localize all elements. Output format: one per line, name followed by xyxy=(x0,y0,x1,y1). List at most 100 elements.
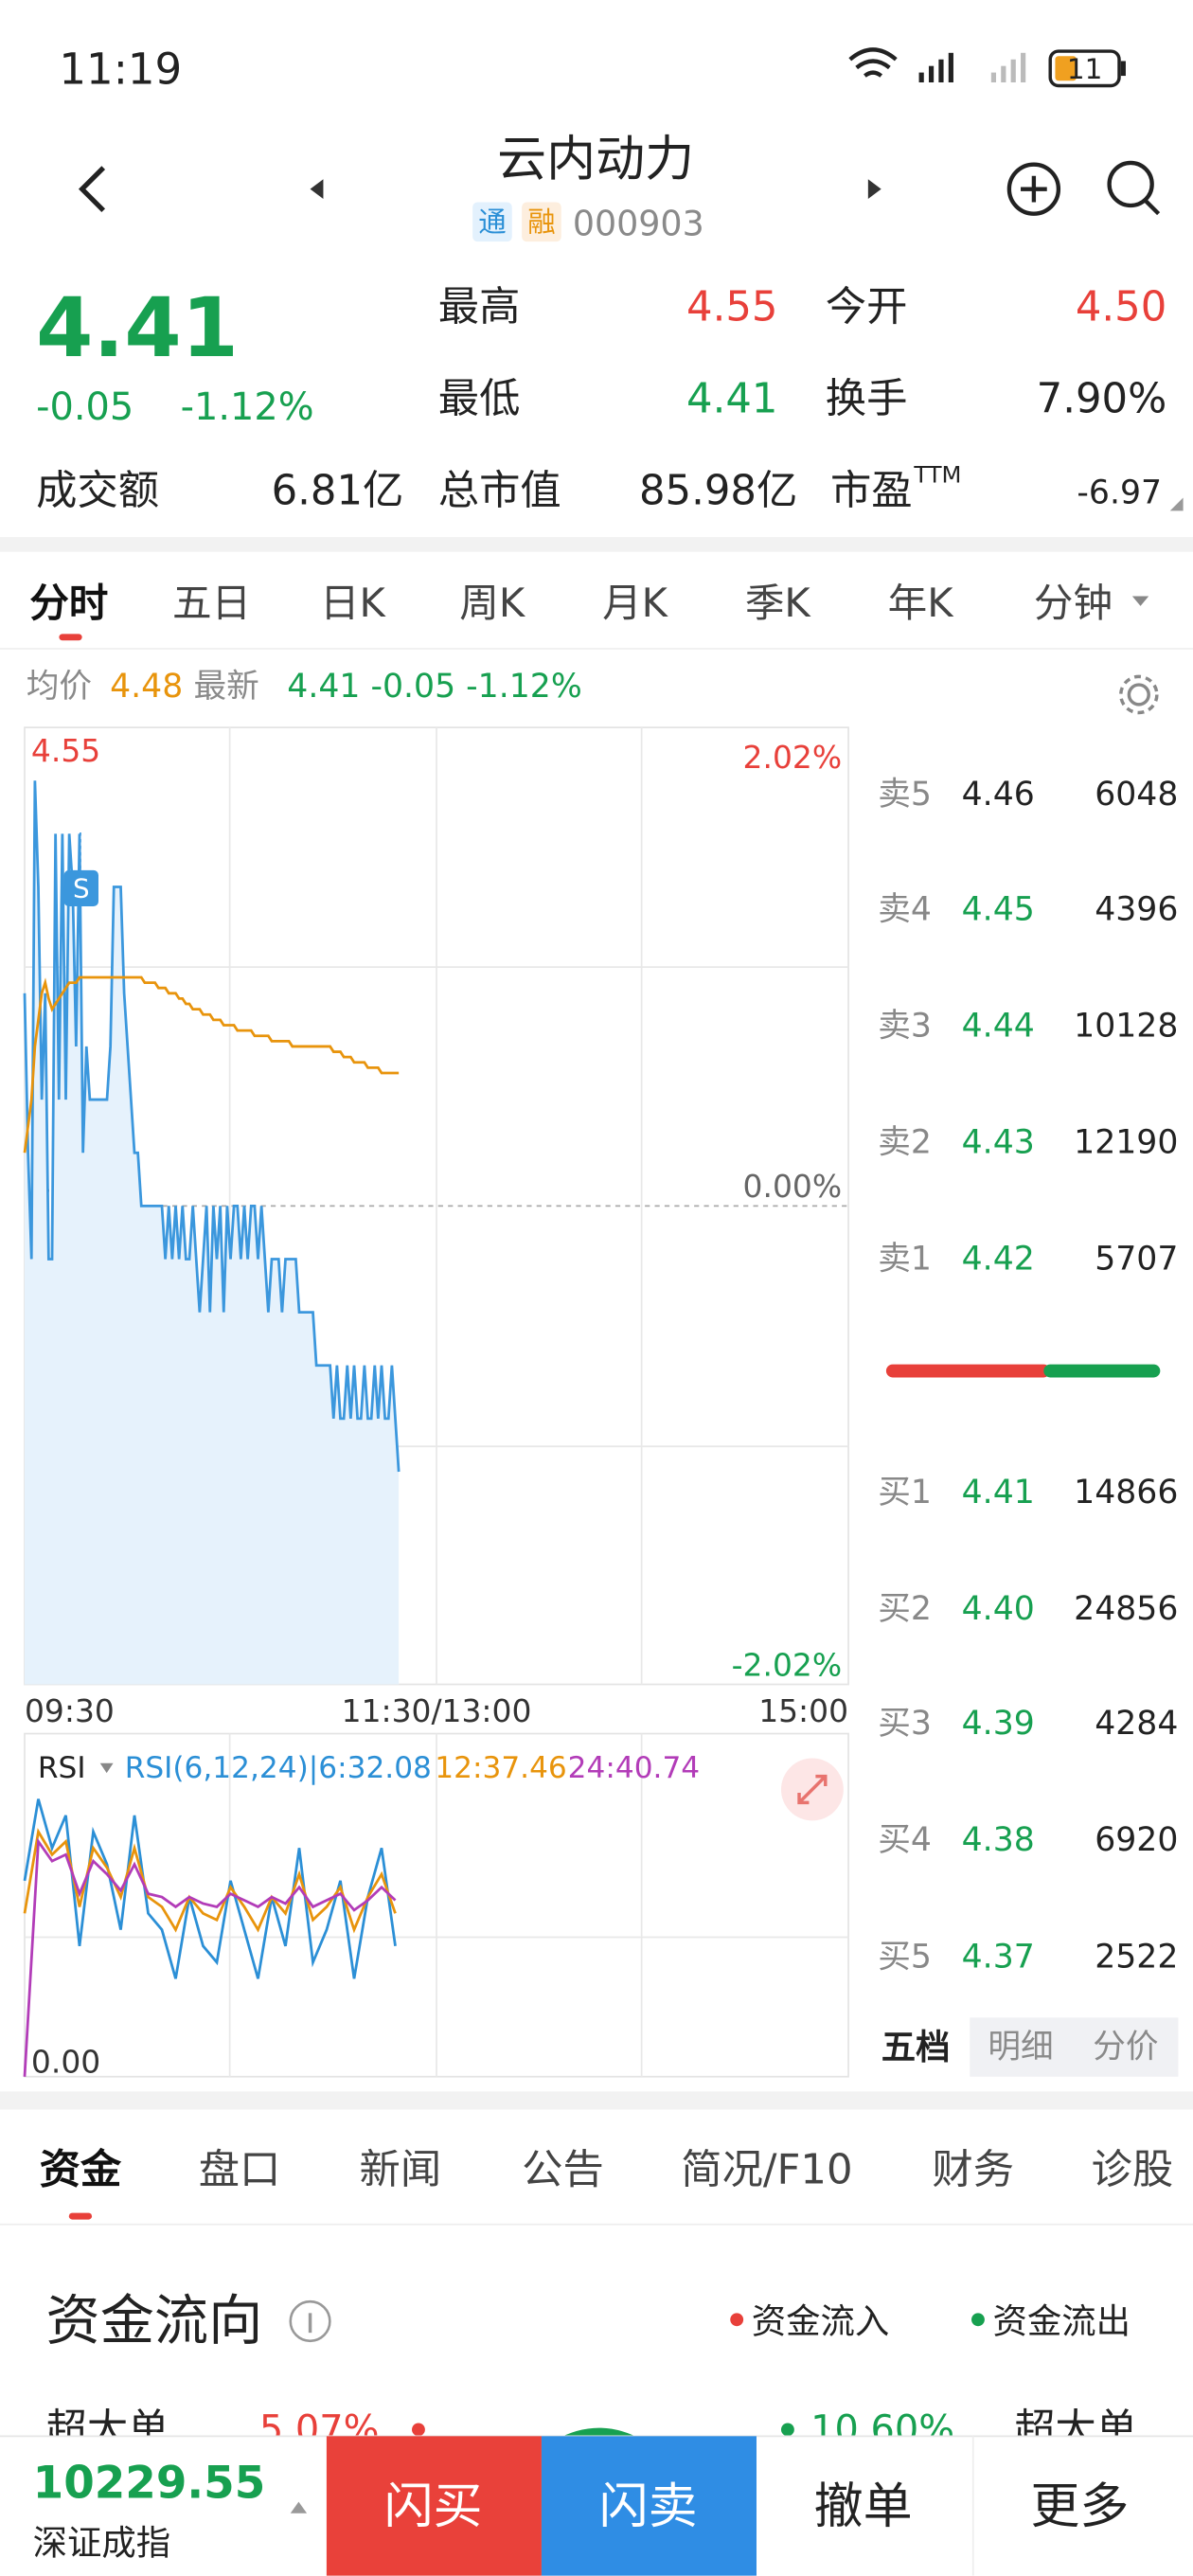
flow-dot xyxy=(780,2423,794,2437)
rsi-legend: RSI(6,12,24)|6:32.08 xyxy=(125,1751,432,1785)
buy-button-bg[interactable] xyxy=(326,2436,542,2576)
divider xyxy=(0,537,1193,552)
index-name[interactable]: 深证成指 xyxy=(33,2522,171,2563)
divider xyxy=(0,2091,1193,2110)
book-price: 4.42 xyxy=(962,1241,1035,1279)
y2-tick-label: 0.00% xyxy=(743,1168,843,1205)
legend-label: 资金流出 xyxy=(993,2301,1131,2342)
book-label: 卖3 xyxy=(878,1008,932,1046)
section-tab[interactable]: 诊股 xyxy=(1092,2147,1174,2194)
stat-label: 换手 xyxy=(826,375,908,422)
rsi-chart: RSI RSI(6,12,24)|6:32.08 12:37.46 24:40.74… xyxy=(23,1732,849,2081)
rsi-legend: 24:40.74 xyxy=(568,1751,700,1785)
stat-label: 今开 xyxy=(826,283,908,331)
stat-value: 4.41 xyxy=(686,375,777,422)
buy-button[interactable]: 闪买 xyxy=(384,2478,483,2535)
book-price: 4.43 xyxy=(962,1124,1035,1162)
add-button[interactable] xyxy=(1006,162,1061,216)
chart-tab[interactable]: 年K xyxy=(888,580,955,626)
chart-tab[interactable]: 日K xyxy=(320,580,387,626)
book-label: 买4 xyxy=(878,1821,932,1859)
legend-label: 资金流入 xyxy=(752,2301,890,2342)
search-button[interactable] xyxy=(1107,160,1161,216)
prev-stock[interactable] xyxy=(310,179,324,200)
book-label: 买3 xyxy=(878,1705,932,1743)
section-tab[interactable]: 公告 xyxy=(522,2147,604,2194)
indicator-select[interactable]: RSI xyxy=(38,1751,86,1785)
price-area xyxy=(24,780,400,1685)
dropdown-arrow[interactable] xyxy=(99,1762,114,1774)
book-label: 卖5 xyxy=(878,776,932,814)
book-price: 4.39 xyxy=(962,1705,1035,1743)
section-tab[interactable]: 财务 xyxy=(932,2147,1014,2194)
x-tick-label: 09:30 xyxy=(25,1692,115,1729)
book-volume: 6920 xyxy=(1095,1821,1178,1859)
section-title: 资金流向 xyxy=(46,2290,263,2352)
avg-line xyxy=(23,975,400,1154)
index-arrow[interactable] xyxy=(290,2501,308,2513)
y-tick-label: 4.55 xyxy=(31,732,100,769)
stat-label: 市盈 xyxy=(830,468,913,515)
chart-tab[interactable]: 季K xyxy=(745,580,812,626)
cancel-button[interactable]: 撤单 xyxy=(814,2478,913,2535)
book-volume: 12190 xyxy=(1074,1124,1178,1162)
sell-button-bg[interactable] xyxy=(541,2436,757,2576)
back-button[interactable] xyxy=(78,166,106,213)
stat-label: 总市值 xyxy=(438,468,561,515)
tag-bg xyxy=(522,202,561,242)
dropdown-arrow[interactable] xyxy=(1131,596,1149,606)
tag: 融 xyxy=(527,206,555,238)
info-icon[interactable] xyxy=(289,2299,331,2343)
stat-label-sup: TTM xyxy=(913,461,961,489)
battery-level: 11 xyxy=(1067,53,1102,85)
book-price: 4.41 xyxy=(962,1474,1035,1512)
stat-label: 最高 xyxy=(438,283,521,331)
section-tab[interactable]: 简况/F10 xyxy=(681,2147,852,2194)
settings-button[interactable] xyxy=(1119,674,1159,715)
section-tab[interactable]: 盘口 xyxy=(199,2147,281,2194)
chart-tab[interactable]: 五日 xyxy=(172,580,251,626)
chart-tab[interactable]: 分钟 xyxy=(1034,580,1113,626)
book-label: 卖1 xyxy=(878,1241,932,1279)
chart-tab[interactable]: 月K xyxy=(602,580,669,626)
book-tab[interactable]: 分价 xyxy=(1093,2029,1158,2066)
book-tab[interactable]: 五档 xyxy=(881,2027,951,2067)
status-icons xyxy=(848,47,1126,88)
rsi-line xyxy=(23,1837,397,2077)
y-tick-label: 0.00 xyxy=(31,2044,100,2081)
x-tick-label: 15:00 xyxy=(758,1692,848,1729)
marker-badge xyxy=(63,869,98,907)
book-price: 4.45 xyxy=(962,891,1035,929)
book-volume: 24856 xyxy=(1074,1590,1178,1628)
section-tab[interactable]: 资金 xyxy=(40,2147,122,2194)
book-price: 4.37 xyxy=(962,1938,1035,1976)
index-value[interactable]: 10229.55 xyxy=(33,2459,266,2510)
flow-dot xyxy=(412,2423,425,2437)
book-volume: 4284 xyxy=(1095,1705,1178,1743)
ratio-bar-ask xyxy=(1043,1364,1161,1378)
stock-name: 云内动力 xyxy=(497,131,694,188)
price-line xyxy=(23,780,401,1473)
info-value: 4.48 xyxy=(110,668,183,706)
corner-mark xyxy=(1169,497,1184,511)
tab-indicator xyxy=(59,634,82,641)
stat-value: 6.81亿 xyxy=(272,468,404,515)
section-tab[interactable]: 新闻 xyxy=(360,2147,442,2194)
book-volume: 14866 xyxy=(1074,1474,1178,1512)
chart-tab[interactable]: 周K xyxy=(459,580,526,626)
rsi-legend: 12:37.46 xyxy=(435,1751,566,1785)
info-label: 最新 xyxy=(194,668,259,706)
change: -0.05 xyxy=(36,385,134,429)
tab-indicator xyxy=(68,2212,93,2220)
expand-button[interactable] xyxy=(780,1758,844,1821)
chart-tab[interactable]: 分时 xyxy=(29,580,108,626)
intraday-chart: 4.374.464.55-2.02%0.00%2.02%09:3011:30/1… xyxy=(23,726,849,1729)
sell-button[interactable]: 闪卖 xyxy=(599,2478,698,2535)
book-tab[interactable]: 明细 xyxy=(988,2029,1053,2066)
book-label: 买2 xyxy=(878,1590,932,1628)
stock-code: 000903 xyxy=(573,204,704,244)
next-stock[interactable] xyxy=(867,179,881,200)
book-volume: 6048 xyxy=(1095,776,1178,814)
book-volume: 4396 xyxy=(1095,891,1178,929)
more-button[interactable]: 更多 xyxy=(1030,2478,1129,2535)
